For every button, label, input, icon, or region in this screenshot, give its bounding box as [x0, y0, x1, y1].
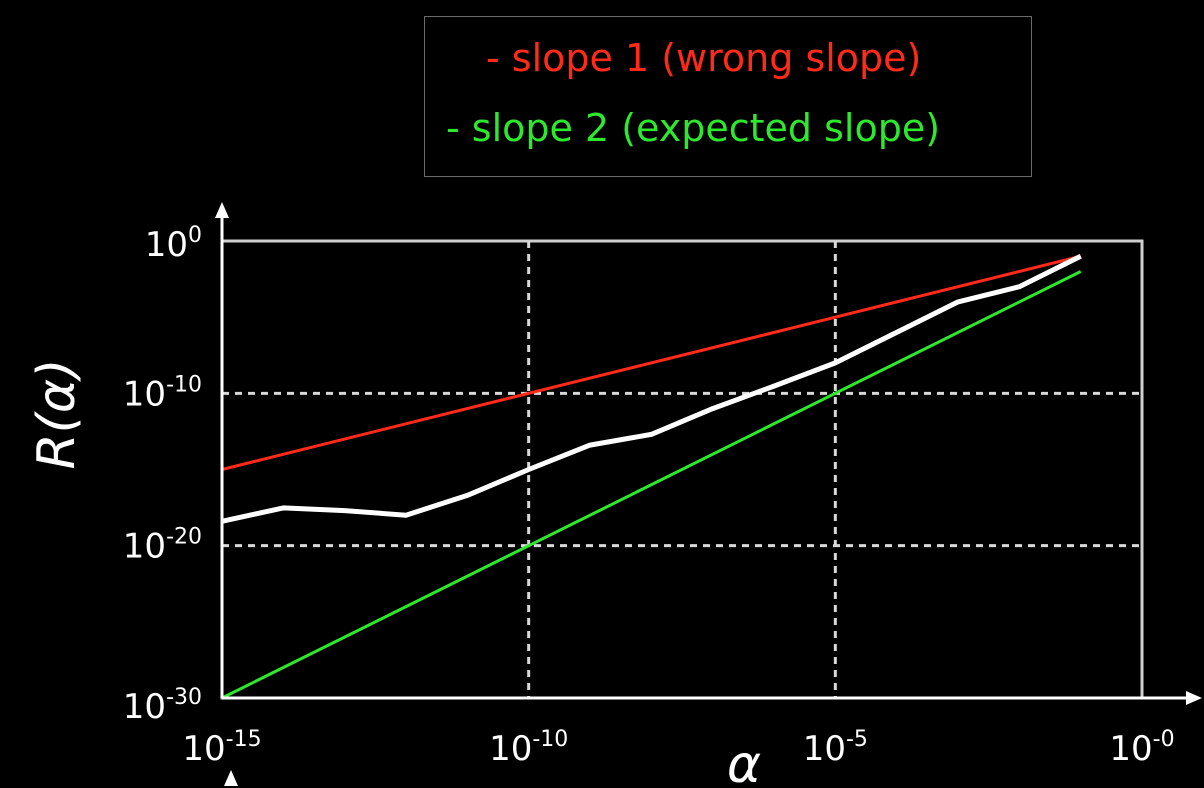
x-tick-label-3: 10-0	[1109, 727, 1174, 769]
x-tick-label-0: 10-15	[182, 727, 261, 769]
y-tick-label-1-exponent: -10	[166, 372, 202, 397]
y-tick-label-2-base: 10	[123, 527, 166, 567]
y-tick-label-1: 10-10	[123, 372, 202, 414]
y-tick-label-2: 10-20	[123, 525, 202, 567]
legend	[424, 16, 1032, 177]
x-tick-label-1-base: 10	[489, 729, 532, 769]
series-line-0	[221, 254, 1082, 471]
y-tick-label-3-exponent: -30	[166, 685, 202, 710]
lower-arrowhead	[224, 770, 238, 786]
y-tick-label-0: 100	[145, 223, 202, 265]
x-tick-label-0-exponent: -15	[226, 727, 262, 752]
x-tick-label-1-exponent: -10	[532, 727, 568, 752]
x-tick-label-2-base: 10	[803, 729, 846, 769]
x-tick-label-3-base: 10	[1109, 729, 1152, 769]
y-tick-label-0-base: 10	[145, 225, 188, 265]
x-tick-label-1: 10-10	[489, 727, 568, 769]
series-line-2	[221, 253, 1082, 524]
x-tick-label-3-exponent: -0	[1153, 727, 1175, 752]
y-axis-label: R(α)	[27, 359, 87, 470]
x-axis-label: α	[727, 735, 761, 788]
x-tick-label-0-base: 10	[182, 729, 225, 769]
x-tick-label-2-exponent: -5	[846, 727, 868, 752]
y-tick-label-2-exponent: -20	[166, 525, 202, 550]
y-tick-label-3-base: 10	[123, 687, 166, 727]
legend-entry-slope-1: - slope 1 (wrong slope)	[486, 36, 922, 80]
y-tick-label-3: 10-30	[123, 685, 202, 727]
x-tick-label-2: 10-5	[803, 727, 868, 769]
y-tick-label-1-base: 10	[123, 374, 166, 414]
legend-entry-slope-2: - slope 2 (expected slope)	[446, 106, 941, 150]
y-tick-label-0-exponent: 0	[188, 223, 202, 248]
x-axis-arrowhead	[1186, 691, 1202, 705]
series-line-1	[221, 270, 1082, 700]
y-axis-arrowhead	[215, 202, 229, 218]
